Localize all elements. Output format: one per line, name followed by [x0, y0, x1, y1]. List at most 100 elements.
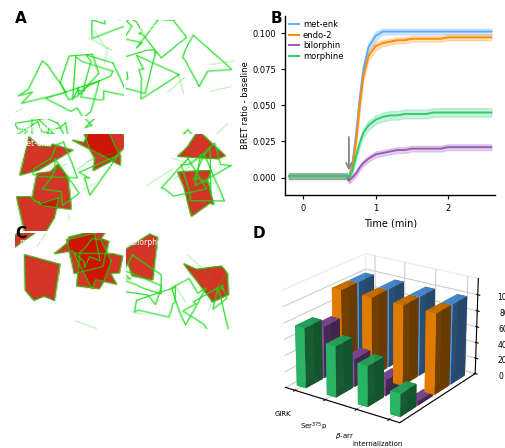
endo-2: [329, 173, 335, 179]
bilorphin: [438, 146, 444, 151]
morphine: [286, 173, 292, 179]
bilorphin: [474, 145, 480, 150]
morphine: [445, 110, 451, 115]
morphine: [488, 110, 494, 115]
morphine: [394, 113, 400, 118]
endo-2: [300, 173, 307, 179]
morphine: [373, 117, 379, 122]
Text: bilorphin: bilorphin: [131, 124, 165, 133]
endo-2: [394, 38, 400, 43]
Line: morphine: morphine: [289, 112, 491, 177]
morphine: [344, 173, 350, 179]
bilorphin: [349, 175, 356, 180]
met-enk: [423, 29, 429, 34]
endo-2: [445, 34, 451, 40]
Text: B: B: [270, 11, 282, 26]
Text: met-enk: met-enk: [20, 25, 52, 34]
morphine: [416, 111, 422, 116]
endo-2: [474, 34, 480, 40]
Text: bilorphin: bilorphin: [131, 238, 165, 247]
morphine: [336, 173, 342, 179]
endo-2: [353, 137, 359, 142]
morphine: [329, 173, 335, 179]
endo-2: [361, 73, 367, 79]
bilorphin: [329, 173, 335, 179]
endo-2: [308, 173, 314, 179]
bilorphin: [394, 147, 400, 153]
met-enk: [409, 29, 415, 34]
met-enk: [357, 95, 363, 101]
met-enk: [353, 132, 359, 137]
met-enk: [394, 29, 400, 34]
morphine: [387, 113, 393, 118]
bilorphin: [357, 165, 363, 170]
met-enk: [467, 29, 473, 34]
Text: morphine: morphine: [20, 124, 56, 133]
morphine: [308, 173, 314, 179]
bilorphin: [416, 146, 422, 151]
morphine: [315, 173, 321, 179]
bilorphin: [430, 146, 436, 151]
met-enk: [300, 173, 307, 179]
bilorphin: [293, 173, 299, 179]
Text: met-enk: met-enk: [20, 139, 52, 148]
Legend: met-enk, endo-2, bilorphin, morphine: met-enk, endo-2, bilorphin, morphine: [289, 20, 343, 61]
morphine: [346, 175, 352, 180]
morphine: [452, 110, 458, 115]
bilorphin: [452, 145, 458, 150]
morphine: [293, 173, 299, 179]
bilorphin: [373, 152, 379, 157]
bilorphin: [401, 147, 408, 153]
met-enk: [329, 173, 335, 179]
endo-2: [380, 40, 386, 46]
bilorphin: [361, 160, 367, 166]
X-axis label: Time (min): Time (min): [364, 219, 417, 228]
morphine: [357, 140, 363, 146]
morphine: [467, 110, 473, 115]
bilorphin: [353, 171, 359, 176]
met-enk: [452, 29, 458, 34]
bilorphin: [409, 146, 415, 151]
bilorphin: [445, 145, 451, 150]
met-enk: [349, 160, 356, 166]
met-enk: [286, 173, 292, 179]
bilorphin: [286, 173, 292, 179]
bilorphin: [387, 149, 393, 154]
met-enk: [416, 29, 422, 34]
endo-2: [438, 36, 444, 42]
Text: 20 μm: 20 μm: [21, 198, 40, 202]
endo-2: [460, 34, 466, 40]
met-enk: [438, 29, 444, 34]
bilorphin: [366, 156, 372, 161]
endo-2: [349, 163, 356, 168]
endo-2: [344, 173, 350, 179]
bilorphin: [481, 145, 487, 150]
morphine: [322, 173, 328, 179]
bilorphin: [346, 178, 352, 183]
morphine: [401, 111, 408, 116]
met-enk: [293, 173, 299, 179]
endo-2: [387, 39, 393, 44]
Text: endo-2: endo-2: [131, 25, 157, 34]
Text: endo-2: endo-2: [131, 139, 157, 148]
met-enk: [373, 33, 379, 39]
met-enk: [474, 29, 480, 34]
endo-2: [373, 43, 379, 49]
met-enk: [322, 173, 328, 179]
endo-2: [346, 177, 352, 182]
morphine: [460, 110, 466, 115]
bilorphin: [336, 173, 342, 179]
endo-2: [357, 103, 363, 108]
endo-2: [401, 38, 408, 43]
endo-2: [467, 34, 473, 40]
met-enk: [344, 173, 350, 179]
bilorphin: [308, 173, 314, 179]
Line: endo-2: endo-2: [289, 37, 491, 179]
met-enk: [380, 29, 386, 34]
endo-2: [423, 36, 429, 42]
Line: met-enk: met-enk: [289, 31, 491, 177]
bilorphin: [460, 145, 466, 150]
met-enk: [336, 173, 342, 179]
endo-2: [452, 34, 458, 40]
endo-2: [293, 173, 299, 179]
